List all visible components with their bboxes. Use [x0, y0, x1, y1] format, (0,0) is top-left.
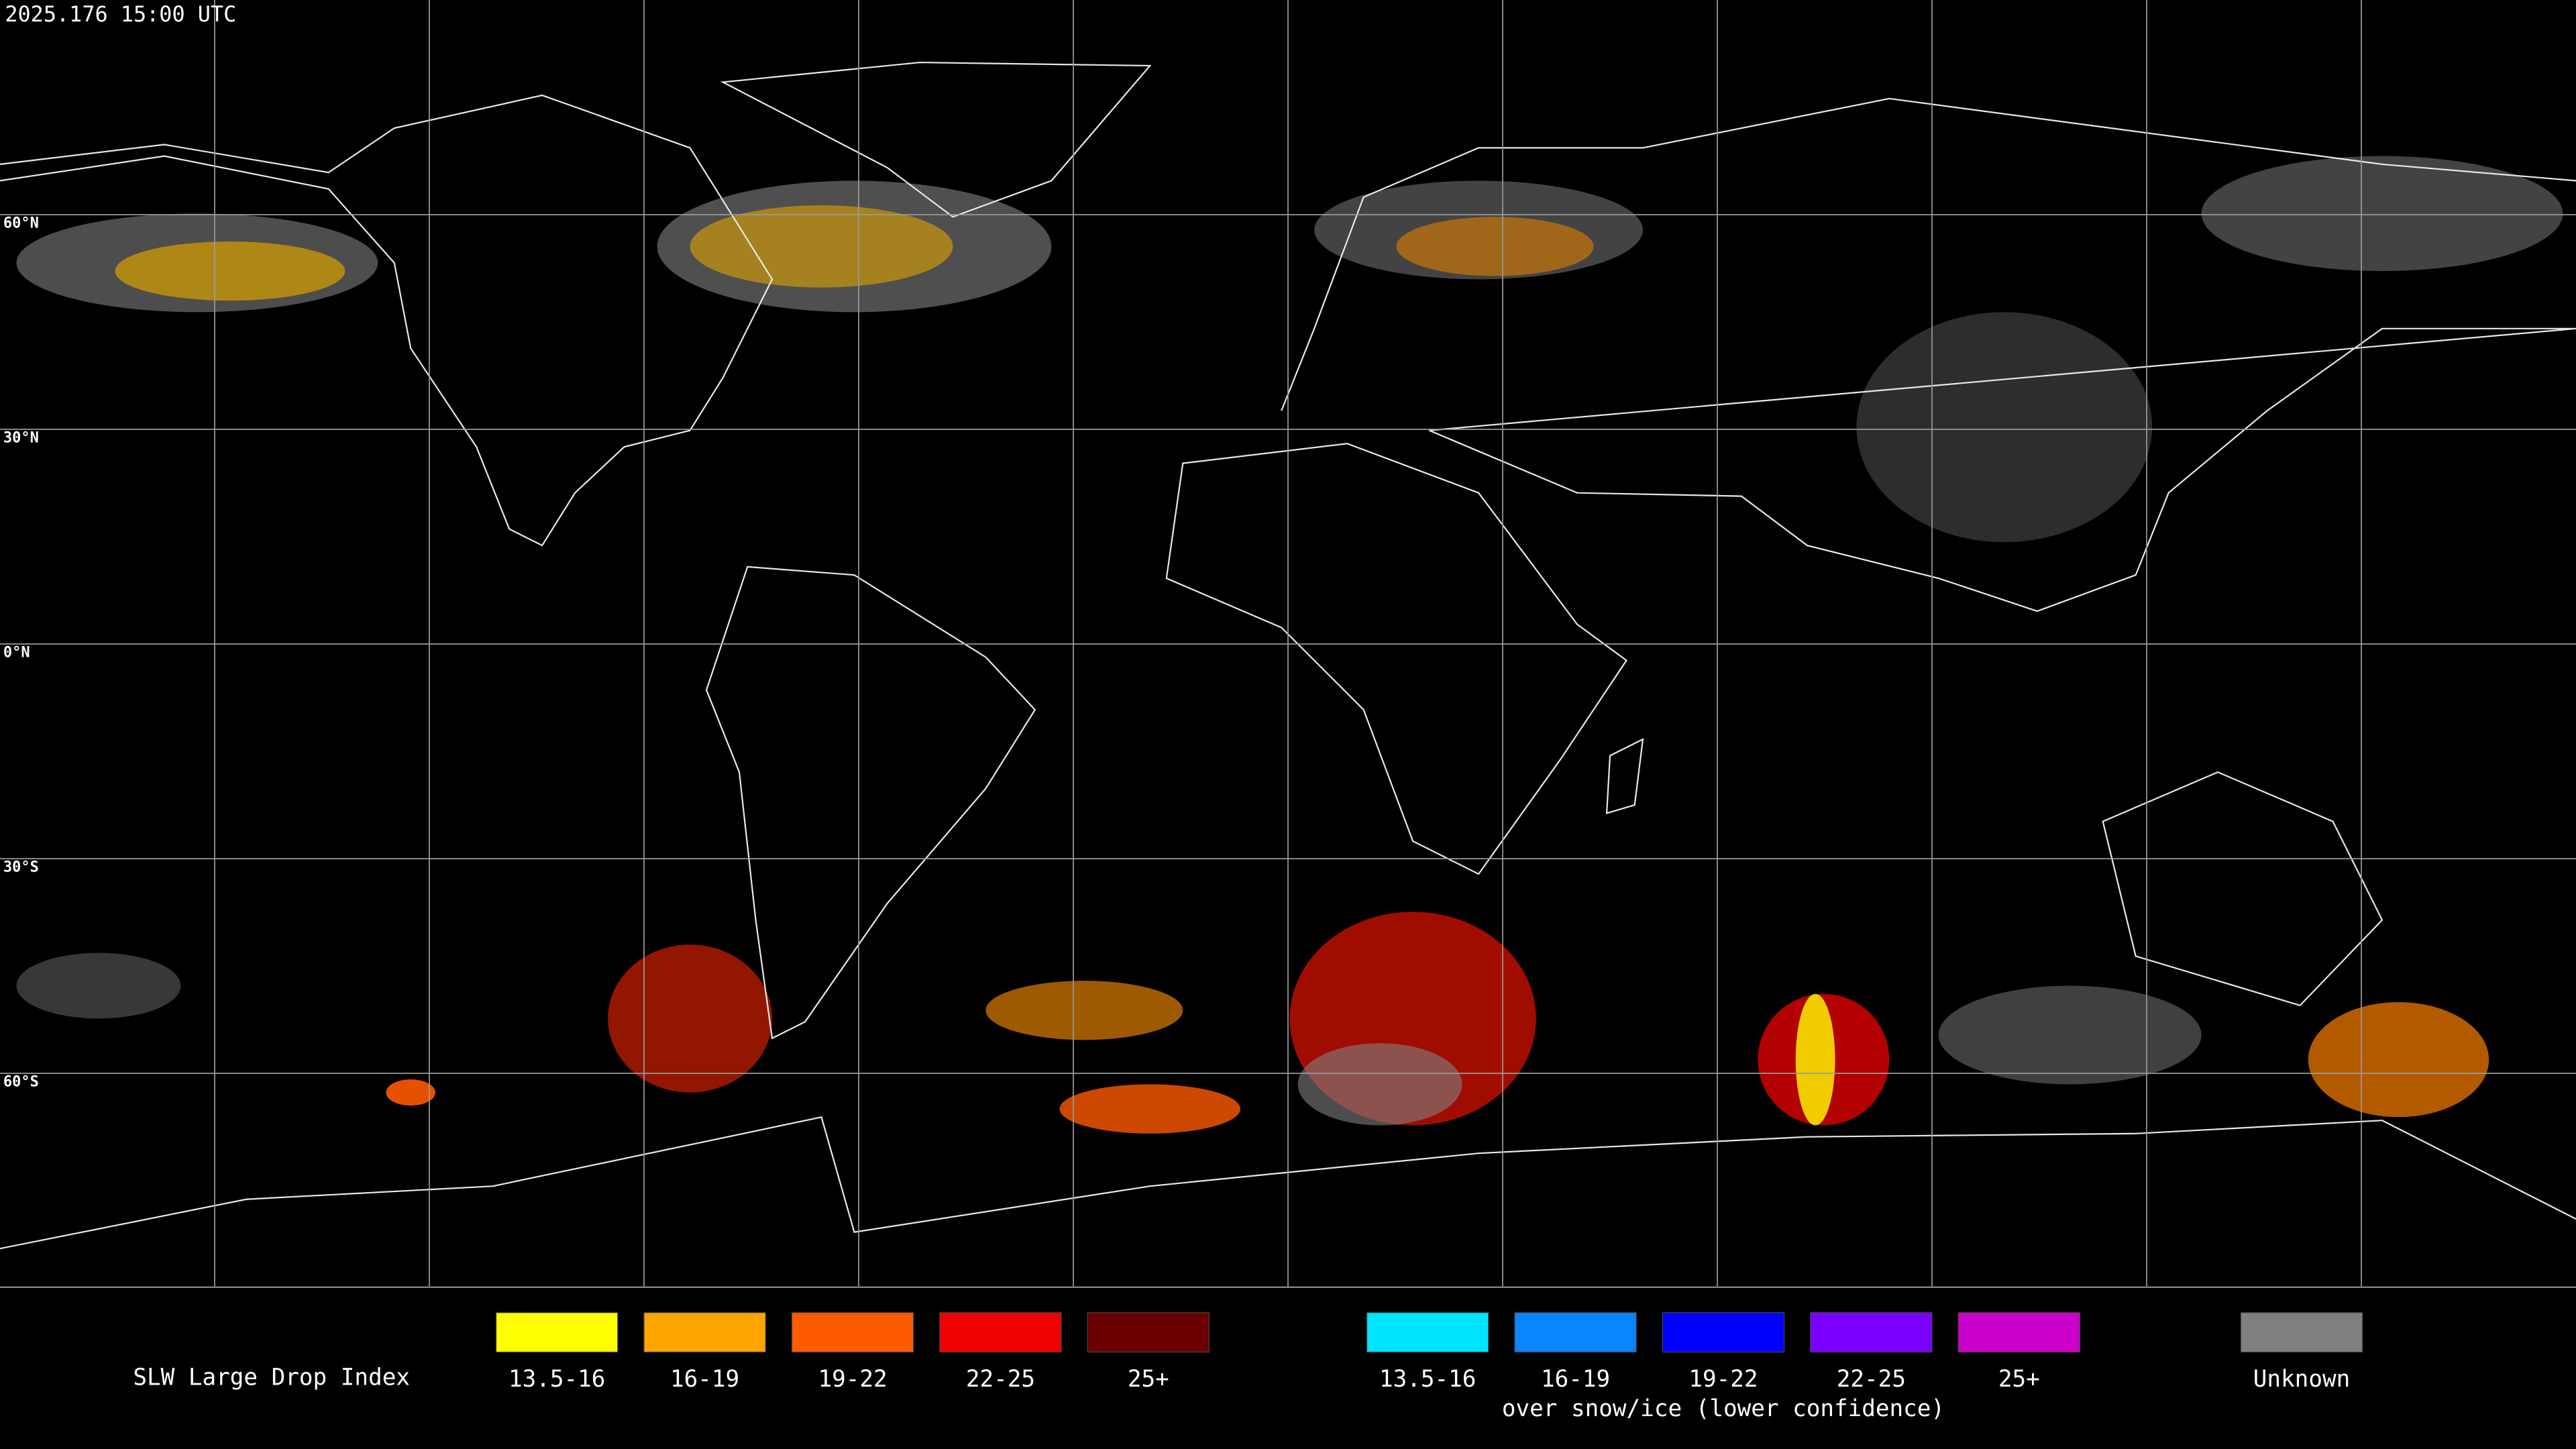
legend-label: 19-22 — [1688, 1366, 1758, 1393]
legend-title: SLW Large Drop Index — [133, 1364, 410, 1391]
latitude-label: 30°N — [3, 430, 39, 447]
legend-swatch — [1810, 1312, 1933, 1353]
legend-label: 22-25 — [1837, 1366, 1906, 1393]
legend-swatch — [939, 1312, 1062, 1353]
cloud-field — [16, 156, 2563, 1134]
coastlines — [0, 61, 2576, 1250]
latitude-label: 60°N — [3, 215, 39, 232]
legend-label: Unknown — [2253, 1366, 2350, 1393]
legend-label: 13.5-16 — [1379, 1366, 1476, 1393]
legend-swatch — [495, 1312, 619, 1353]
legend-label: 25+ — [1128, 1366, 1169, 1393]
legend-swatch — [1366, 1312, 1489, 1353]
legend-label: 13.5-16 — [508, 1366, 605, 1393]
legend-label: 22-25 — [966, 1366, 1035, 1393]
legend-swatch — [1087, 1312, 1210, 1353]
graticule: 60°N 30°N 0°N 30°S 60°S — [0, 0, 2576, 1287]
timestamp: 2025.176 15:00 UTC — [5, 1, 236, 27]
legend-swatch — [1957, 1312, 2081, 1353]
legend-label: 19-22 — [818, 1366, 887, 1393]
legend-swatch — [791, 1312, 914, 1353]
legend-label: 25+ — [1998, 1366, 2040, 1393]
legend-label: 16-19 — [1541, 1366, 1610, 1393]
latitude-label: 60°S — [3, 1074, 39, 1091]
legend-swatch — [1514, 1312, 1637, 1353]
legend-caption: over snow/ice (lower confidence) — [1502, 1395, 1945, 1422]
legend-label: 16-19 — [670, 1366, 739, 1393]
legend-swatch — [643, 1312, 766, 1353]
latitude-label: 30°S — [3, 859, 39, 876]
legend-swatch — [1662, 1312, 1785, 1353]
legend: 13.5-16 16-19 19-22 22-25 25+ 13.5-16 16-19 19-… — [495, 1312, 2363, 1422]
legend-swatch — [2240, 1312, 2363, 1353]
latitude-label: 0°N — [3, 645, 30, 661]
